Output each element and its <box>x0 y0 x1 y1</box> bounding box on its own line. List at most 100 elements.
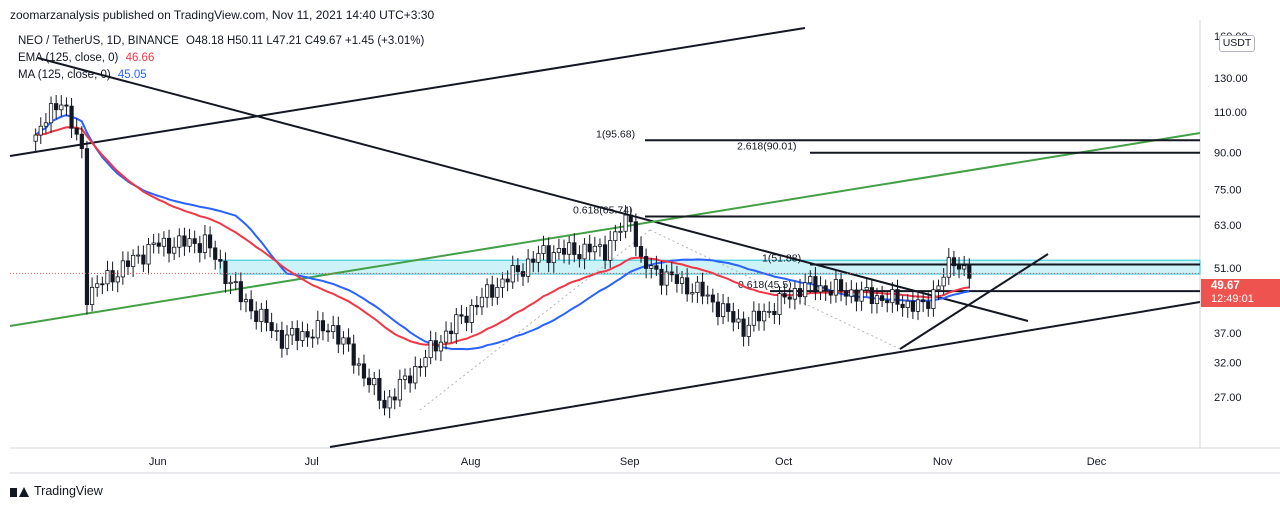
candle-body[interactable] <box>120 260 125 278</box>
candle-body[interactable] <box>413 366 418 384</box>
candle-body[interactable] <box>64 104 69 107</box>
candle-body[interactable] <box>715 301 721 317</box>
candle-body[interactable] <box>720 303 726 317</box>
candle-body[interactable] <box>325 330 331 333</box>
candle-body[interactable] <box>813 276 818 293</box>
candle-body[interactable] <box>644 256 649 269</box>
candle-body[interactable] <box>905 300 910 308</box>
candle-body[interactable] <box>659 268 664 286</box>
candle-body[interactable] <box>741 318 746 337</box>
candle-body[interactable] <box>423 357 428 368</box>
candle-body[interactable] <box>418 366 423 368</box>
wedge-support-line[interactable] <box>899 253 1049 350</box>
candle-body[interactable] <box>361 363 367 379</box>
candle-body[interactable] <box>172 246 177 254</box>
upper-channel-line[interactable] <box>9 27 806 157</box>
candle-body[interactable] <box>269 322 274 332</box>
candle-body[interactable] <box>146 244 151 265</box>
candle-body[interactable] <box>84 148 90 306</box>
candle-body[interactable] <box>315 320 320 339</box>
candle-body[interactable] <box>900 303 905 308</box>
legend-symbol-row[interactable]: NEO / TetherUS, 1D, BINANCE O48.18 H50.1… <box>18 35 424 47</box>
candle-body[interactable] <box>941 276 946 287</box>
candle-body[interactable] <box>849 289 854 297</box>
candle-body[interactable] <box>115 276 120 283</box>
candle-body[interactable] <box>454 314 459 335</box>
candle-body[interactable] <box>177 235 182 248</box>
candle-body[interactable] <box>264 308 269 323</box>
candle-body[interactable] <box>679 277 685 284</box>
price-axis[interactable]: 160.00130.00110.0090.0075.0063.0051.0043… <box>1214 31 1248 404</box>
legend-ma-label[interactable]: MA (125, close, 0) <box>18 69 111 81</box>
candle-body[interactable] <box>274 329 279 332</box>
candle-body[interactable] <box>192 238 197 244</box>
candle-body[interactable] <box>597 244 603 247</box>
legend-ema-label[interactable]: EMA (125, close, 0) <box>18 52 119 64</box>
candle-body[interactable] <box>387 396 392 409</box>
candle-body[interactable] <box>428 340 433 358</box>
candle-body[interactable] <box>561 248 567 255</box>
candle-body[interactable] <box>828 290 833 296</box>
candle-body[interactable] <box>377 378 382 401</box>
candle-body[interactable] <box>797 288 803 298</box>
legend-ema-row[interactable]: EMA (125, close, 0) 46.66 <box>18 52 154 64</box>
candle-body[interactable] <box>443 330 449 343</box>
candle-body[interactable] <box>623 214 628 232</box>
candle-body[interactable] <box>792 288 797 300</box>
candlestick-series[interactable] <box>33 94 972 419</box>
candle-body[interactable] <box>346 337 351 345</box>
candle-body[interactable] <box>433 340 438 352</box>
legend-symbol[interactable]: NEO / TetherUS, 1D, BINANCE <box>18 35 179 47</box>
candle-body[interactable] <box>182 235 187 247</box>
candle-body[interactable] <box>628 214 633 223</box>
candle-body[interactable] <box>895 289 900 305</box>
candle-body[interactable] <box>89 286 95 306</box>
candle-body[interactable] <box>300 331 305 341</box>
candle-body[interactable] <box>705 294 710 297</box>
candle-body[interactable] <box>218 259 223 262</box>
candle-body[interactable] <box>695 281 700 293</box>
candle-body[interactable] <box>484 284 490 298</box>
candle-body[interactable] <box>664 271 669 286</box>
candle-body[interactable] <box>931 289 936 309</box>
candle-body[interactable] <box>33 134 38 142</box>
candle-body[interactable] <box>243 299 249 303</box>
candle-body[interactable] <box>166 237 172 254</box>
currency-button[interactable]: USDT <box>1219 35 1255 52</box>
candle-body[interactable] <box>459 314 464 317</box>
candle-body[interactable] <box>859 289 864 302</box>
candle-body[interactable] <box>490 284 495 298</box>
candle-body[interactable] <box>587 243 592 253</box>
candle-body[interactable] <box>633 221 638 247</box>
candle-body[interactable] <box>100 283 105 286</box>
candle-body[interactable] <box>59 104 64 111</box>
lower-channel-line[interactable] <box>329 301 1201 448</box>
tradingview-footer[interactable]: TradingView <box>10 484 103 498</box>
candle-body[interactable] <box>967 265 972 279</box>
candle-body[interactable] <box>469 304 474 323</box>
candle-body[interactable] <box>823 285 828 291</box>
candle-body[interactable] <box>885 300 890 304</box>
candle-body[interactable] <box>372 378 377 386</box>
candle-body[interactable] <box>187 238 192 247</box>
candle-body[interactable] <box>772 310 777 315</box>
candle-body[interactable] <box>74 127 79 135</box>
candle-body[interactable] <box>654 265 659 270</box>
candle-body[interactable] <box>515 265 520 272</box>
candle-body[interactable] <box>474 304 479 308</box>
candle-body[interactable] <box>746 324 751 337</box>
candle-body[interactable] <box>936 285 941 291</box>
candle-body[interactable] <box>803 282 808 298</box>
candle-body[interactable] <box>479 296 485 308</box>
candle-body[interactable] <box>782 293 787 298</box>
candle-body[interactable] <box>546 245 551 264</box>
candle-body[interactable] <box>520 271 526 277</box>
ema-125-line[interactable] <box>35 126 970 346</box>
candle-body[interactable] <box>946 257 951 278</box>
candle-body[interactable] <box>310 336 315 339</box>
candle-body[interactable] <box>567 242 572 255</box>
candle-body[interactable] <box>864 287 869 291</box>
candle-body[interactable] <box>295 328 300 341</box>
candle-body[interactable] <box>869 287 874 305</box>
